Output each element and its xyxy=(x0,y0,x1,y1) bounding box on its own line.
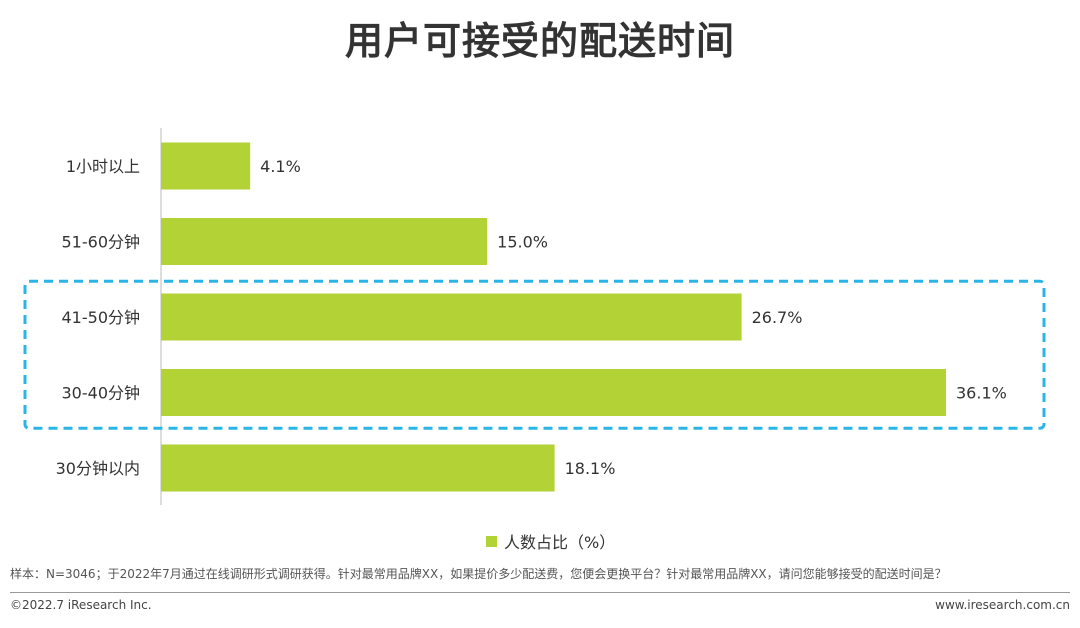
category-label: 51-60分钟 xyxy=(62,233,141,252)
category-label: 1小时以上 xyxy=(66,157,140,176)
data-label: 15.0% xyxy=(497,233,548,252)
data-label: 26.7% xyxy=(752,308,803,327)
bar xyxy=(161,369,946,416)
category-label: 30-40分钟 xyxy=(62,384,141,403)
bar xyxy=(161,218,488,265)
sample-note: 样本：N=3046；于2022年7月通过在线调研形式调研获得。针对最常用品牌XX… xyxy=(10,567,947,581)
footer-divider xyxy=(10,592,1070,593)
bar-chart: 1小时以上 4.1% 51-60分钟 15.0% 41-50分钟 26.7% 30-40分钟… xyxy=(23,128,1046,505)
data-label: 4.1% xyxy=(260,157,301,176)
legend-swatch xyxy=(486,535,497,547)
bar xyxy=(161,293,742,341)
category-label: 30分钟以内 xyxy=(56,459,140,478)
copyright-text: ©2022.7 iResearch Inc. xyxy=(10,598,152,612)
legend-label: 人数占比（%） xyxy=(504,533,616,552)
highlight-box xyxy=(23,279,1046,430)
bar xyxy=(161,142,251,190)
data-label: 36.1% xyxy=(956,384,1007,403)
bar xyxy=(161,444,555,492)
chart-title: 用户可接受的配送时间 xyxy=(344,19,735,63)
data-label: 18.1% xyxy=(565,459,616,478)
website-link[interactable]: www.iresearch.com.cn xyxy=(935,598,1070,612)
category-label: 41-50分钟 xyxy=(62,308,141,327)
legend: 人数占比（%） xyxy=(486,529,615,553)
